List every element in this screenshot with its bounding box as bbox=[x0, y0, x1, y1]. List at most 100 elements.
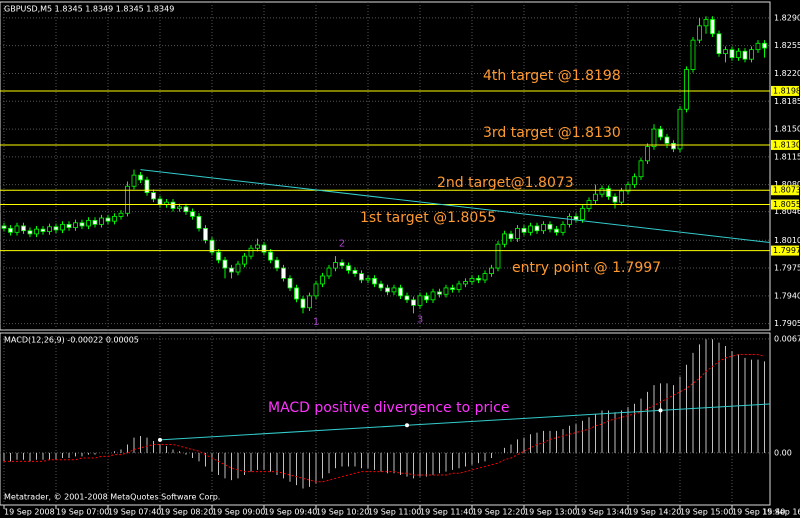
candle-body bbox=[456, 283, 462, 290]
x-tick-label: 19 Sep 11:40 bbox=[420, 508, 473, 517]
candle-body bbox=[762, 42, 767, 49]
x-tick-label: 19 Sep 09:40 bbox=[264, 508, 317, 517]
x-tick-label: 19 Sep 07:40 bbox=[108, 508, 161, 517]
y-tick-label: 1.8185 bbox=[774, 97, 800, 106]
y-tick-label: 1.8220 bbox=[774, 69, 800, 78]
target-annotation: 4th target @1.8198 bbox=[483, 68, 621, 84]
x-tick-label: 19 Sep 11:00 bbox=[368, 508, 421, 517]
candle-body bbox=[508, 233, 514, 240]
price-label: 1.7997 bbox=[773, 246, 800, 255]
candle-body bbox=[255, 244, 260, 249]
candle-body bbox=[274, 259, 280, 269]
candle-body bbox=[339, 262, 345, 267]
candle-body bbox=[66, 223, 72, 228]
candle-body bbox=[138, 174, 143, 181]
candle-body bbox=[625, 184, 631, 192]
candle-body bbox=[105, 217, 111, 222]
candle-body bbox=[47, 226, 52, 232]
candle-body bbox=[671, 142, 676, 150]
candle-body bbox=[365, 277, 371, 281]
candle-body bbox=[703, 19, 709, 27]
candle-body bbox=[1, 225, 7, 229]
divergence-point bbox=[658, 408, 663, 413]
candle-body bbox=[294, 287, 299, 300]
candle-body bbox=[430, 291, 436, 301]
x-tick-label: 19 Sep 14:20 bbox=[628, 508, 681, 517]
candle-body bbox=[619, 190, 624, 203]
target-annotation: entry point @ 1.7997 bbox=[512, 260, 661, 276]
candle-body bbox=[593, 193, 598, 201]
candle-body bbox=[424, 295, 429, 301]
trendline bbox=[140, 169, 770, 244]
x-tick-label: 19 Sep 07:00 bbox=[56, 508, 109, 517]
candle-body bbox=[99, 217, 104, 225]
candle-body bbox=[281, 267, 286, 279]
candle-body bbox=[606, 188, 611, 197]
candle-body bbox=[664, 136, 670, 144]
target-annotation: 3rd target @1.8130 bbox=[483, 125, 621, 141]
y-tick-label: 0.00672 bbox=[774, 334, 800, 343]
price-label: 1.8073 bbox=[773, 186, 800, 195]
x-tick-label: 19 Sep 12:20 bbox=[472, 508, 525, 517]
candle-body bbox=[736, 50, 741, 58]
candle-body bbox=[729, 49, 735, 58]
candle-body bbox=[489, 267, 494, 275]
candle-body bbox=[27, 230, 33, 235]
candle-body bbox=[560, 223, 566, 233]
candle-body bbox=[755, 42, 761, 51]
candle-body bbox=[638, 160, 644, 178]
x-tick-label: 19 Sep 10:20 bbox=[316, 508, 369, 517]
divergence-annotation: MACD positive divergence to price bbox=[268, 400, 509, 416]
candle-body bbox=[645, 146, 650, 162]
candle-body bbox=[378, 283, 384, 289]
candle-body bbox=[567, 216, 572, 225]
price-panel bbox=[0, 1, 771, 331]
candle-body bbox=[359, 273, 364, 281]
y-tick-label: 1.7905 bbox=[774, 319, 800, 328]
macd-plot bbox=[0, 333, 770, 505]
candle-body bbox=[86, 220, 91, 227]
candle-body bbox=[287, 277, 293, 289]
candle-body bbox=[482, 273, 488, 281]
price-label: 1.8198 bbox=[773, 86, 800, 95]
divergence-point bbox=[405, 423, 409, 428]
candle-body bbox=[177, 206, 182, 209]
candle-body bbox=[131, 174, 137, 187]
y-tick-label: 1.8255 bbox=[774, 41, 800, 50]
candle-body bbox=[151, 192, 156, 200]
y-tick-label: 1.8290 bbox=[774, 13, 800, 22]
candle-body bbox=[463, 281, 468, 285]
candle-body bbox=[320, 275, 325, 285]
candle-body bbox=[346, 265, 351, 271]
macd-panel bbox=[0, 332, 771, 506]
point-label: 2 bbox=[339, 238, 345, 249]
candle-body bbox=[53, 226, 59, 231]
macd-label: MACD(12,26,9) -0.00022 0.00005 bbox=[4, 336, 139, 345]
candle-body bbox=[183, 206, 189, 213]
candle-body bbox=[248, 247, 254, 257]
price-plot bbox=[0, 2, 770, 330]
candle-body bbox=[242, 255, 247, 265]
candle-body bbox=[502, 233, 507, 245]
x-tick-label: 19 Sep 2008 bbox=[4, 508, 55, 517]
candle-body bbox=[92, 220, 98, 225]
candle-body bbox=[404, 295, 410, 301]
candle-body bbox=[73, 222, 78, 228]
candle-body bbox=[534, 225, 540, 232]
candle-body bbox=[515, 227, 520, 240]
candle-body bbox=[528, 225, 533, 233]
candle-body bbox=[300, 298, 306, 309]
candle-body bbox=[196, 216, 202, 229]
candle-body bbox=[333, 262, 338, 269]
candle-body bbox=[690, 39, 696, 70]
candle-body bbox=[716, 33, 722, 55]
x-tick-label: 19 Sep 16:2 bbox=[762, 508, 800, 517]
candle-body bbox=[60, 223, 65, 231]
candle-body bbox=[144, 179, 150, 194]
y-tick-label: 1.8115 bbox=[774, 152, 800, 161]
candle-body bbox=[632, 176, 637, 186]
candle-body bbox=[599, 188, 605, 195]
chart-title: GBPUSD,M5 1.8345 1.8349 1.8345 1.8349 bbox=[4, 5, 174, 14]
candle-body bbox=[385, 287, 390, 293]
